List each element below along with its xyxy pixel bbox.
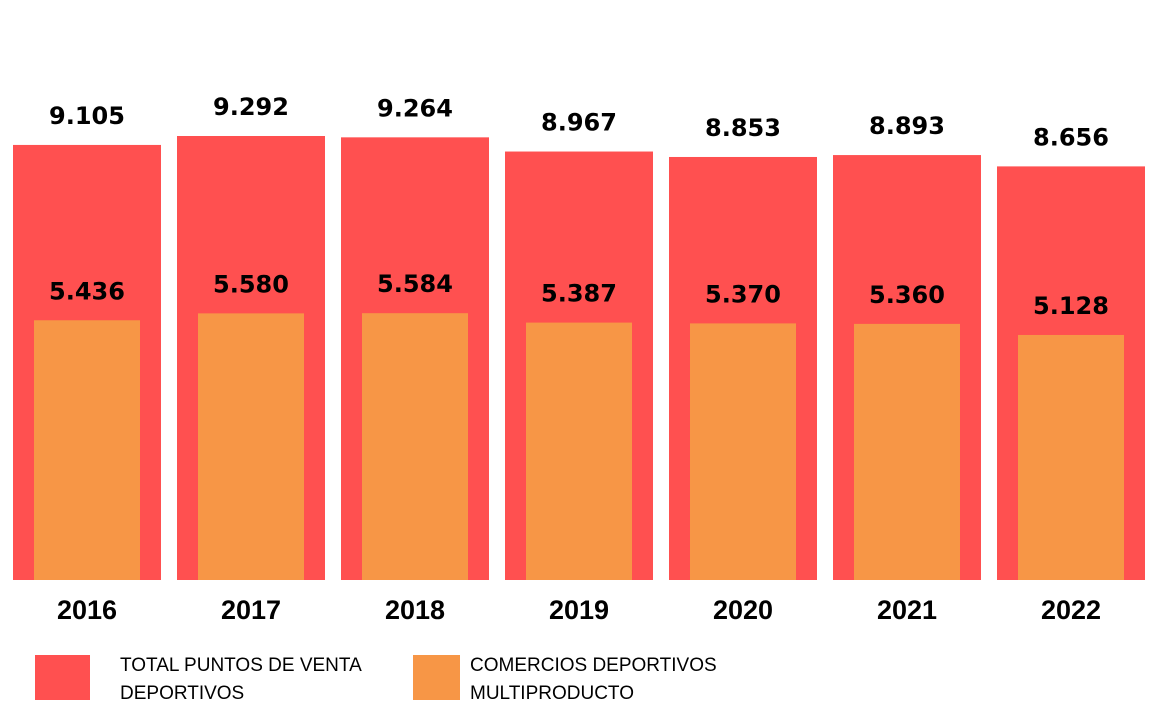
value-label: 8.893 [869, 112, 945, 140]
legend-label: TOTAL PUNTOS DE VENTA DEPORTIVOS [120, 655, 362, 704]
value-label: 5.584 [377, 270, 453, 298]
value-label: 5.360 [869, 281, 945, 309]
value-label: 8.853 [705, 114, 781, 142]
value-label: 5.580 [213, 270, 289, 298]
bar [854, 323, 960, 580]
x-tick-label: 2019 [549, 595, 609, 625]
value-label: 8.656 [1033, 123, 1109, 151]
legend-label: COMERCIOS DEPORTIVOS MULTIPRODUCTO [470, 655, 717, 704]
value-label: 9.292 [213, 93, 289, 121]
bar [362, 313, 468, 580]
bar [198, 313, 304, 580]
x-tick-label: 2018 [385, 595, 445, 625]
x-tick-label: 2022 [1041, 595, 1101, 625]
value-label: 5.370 [705, 280, 781, 308]
x-tick-label: 2017 [221, 595, 281, 625]
x-tick-label: 2016 [57, 595, 117, 625]
legend-swatch [35, 655, 90, 700]
x-tick-label: 2020 [713, 595, 773, 625]
bar [34, 320, 140, 580]
value-label: 5.128 [1033, 292, 1109, 320]
bar [526, 322, 632, 580]
legend-swatch [413, 655, 460, 700]
value-label: 5.387 [541, 280, 617, 308]
bar [690, 323, 796, 580]
value-label: 9.264 [377, 94, 453, 122]
x-tick-label: 2021 [877, 595, 937, 625]
value-label: 9.105 [49, 102, 125, 130]
bar [1018, 334, 1124, 580]
value-label: 8.967 [541, 109, 617, 137]
value-label: 5.436 [49, 277, 125, 305]
